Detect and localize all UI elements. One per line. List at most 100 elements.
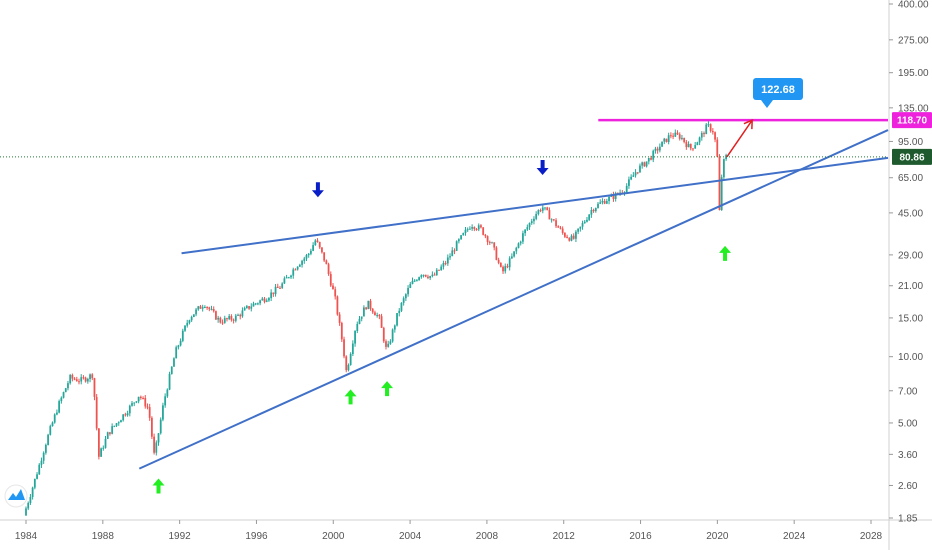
candle-body: [190, 317, 193, 321]
candle-body: [215, 311, 217, 320]
candle-body: [102, 447, 105, 449]
candle-body: [64, 388, 67, 393]
candle-body: [581, 223, 584, 227]
x-tick-label: 2020: [706, 531, 729, 542]
candle-body: [482, 227, 485, 235]
candle-body: [184, 325, 186, 331]
candle-body: [561, 228, 564, 233]
up-arrow-icon: [381, 381, 394, 397]
candle-body: [332, 285, 334, 290]
candle-body: [471, 227, 474, 229]
x-tick-label: 2016: [629, 531, 652, 542]
candle-body: [385, 341, 387, 347]
candle-body: [347, 364, 350, 371]
projection-arrowhead: [743, 118, 753, 130]
candle-body: [210, 309, 213, 311]
candle-body: [451, 250, 454, 257]
candle-body: [658, 146, 661, 151]
candle-body: [166, 389, 169, 397]
candle-body: [530, 221, 533, 224]
candle-body: [283, 278, 286, 284]
candle-body: [577, 228, 580, 232]
candle-body: [168, 373, 171, 390]
y-tick-label: 135.00: [898, 103, 929, 114]
candle-body: [106, 432, 109, 439]
candle-body: [336, 296, 339, 315]
down-arrow-icon: [536, 159, 549, 175]
candle-body: [126, 413, 129, 416]
y-tick-label: 1.85: [898, 514, 918, 525]
candle-body: [128, 405, 131, 414]
candle-body: [656, 148, 659, 151]
candle-body: [219, 317, 222, 323]
candle-body: [707, 124, 710, 126]
candle-body: [42, 452, 45, 461]
candle-body: [667, 135, 670, 142]
projection-line: [726, 119, 753, 158]
candle-body: [261, 298, 264, 301]
candle-body: [570, 235, 573, 241]
candle-body: [363, 307, 365, 317]
candle-body: [400, 302, 403, 311]
price-tag-label: 80.86: [899, 152, 924, 163]
candle-body: [427, 276, 429, 279]
candle-body: [473, 227, 476, 230]
candle-body: [515, 247, 518, 252]
candle-body: [150, 417, 153, 437]
candle-body: [703, 133, 705, 135]
candle-body: [550, 219, 553, 221]
candle-body: [424, 274, 427, 277]
candle-body: [51, 422, 54, 427]
candle-body: [47, 434, 49, 445]
candle-body: [464, 229, 467, 234]
candle-body: [674, 132, 677, 137]
candle-body: [104, 438, 107, 448]
candle-body: [413, 280, 416, 282]
candle-body: [469, 228, 471, 230]
x-tick-label: 1988: [92, 531, 115, 542]
candle-body: [78, 381, 80, 383]
candle-body: [681, 137, 683, 139]
candle-body: [327, 264, 330, 275]
candle-body: [601, 200, 604, 203]
candle-body: [340, 322, 343, 340]
candle-body: [416, 280, 418, 282]
candle-body: [647, 157, 650, 162]
candle-body: [552, 219, 555, 221]
candle-body: [60, 397, 63, 402]
candle-body: [316, 240, 319, 242]
y-tick-label: 195.00: [898, 68, 929, 79]
candle-body: [197, 306, 200, 310]
candle-body: [254, 303, 257, 305]
candle-body: [544, 207, 546, 209]
candle-body: [488, 241, 491, 243]
candle-body: [192, 314, 195, 318]
candle-body: [250, 306, 253, 309]
candle-body: [162, 405, 164, 420]
drawings-layer: [0, 118, 889, 470]
price-labels-layer: 118.70 80.86 122.68: [753, 78, 932, 165]
candle-body: [356, 323, 359, 331]
candle-body: [117, 422, 120, 424]
candle-body: [524, 229, 527, 234]
candle-body: [555, 220, 557, 227]
candle-body: [634, 172, 637, 176]
candle-body: [298, 264, 301, 267]
candle-body: [661, 141, 663, 147]
candle-body: [453, 250, 456, 252]
candle-body: [393, 325, 396, 330]
callout-pointer: [761, 100, 773, 108]
candle-body: [53, 414, 56, 423]
y-tick-label: 65.00: [898, 173, 923, 184]
candle-body: [164, 396, 167, 406]
candle-body: [579, 226, 582, 229]
candle-body: [354, 330, 356, 344]
candle-body: [223, 318, 226, 323]
candle-body: [312, 245, 315, 251]
candle-body: [203, 307, 206, 309]
candle-body: [628, 179, 630, 186]
candle-body: [365, 307, 368, 310]
tradingview-logo-icon[interactable]: [4, 484, 28, 508]
